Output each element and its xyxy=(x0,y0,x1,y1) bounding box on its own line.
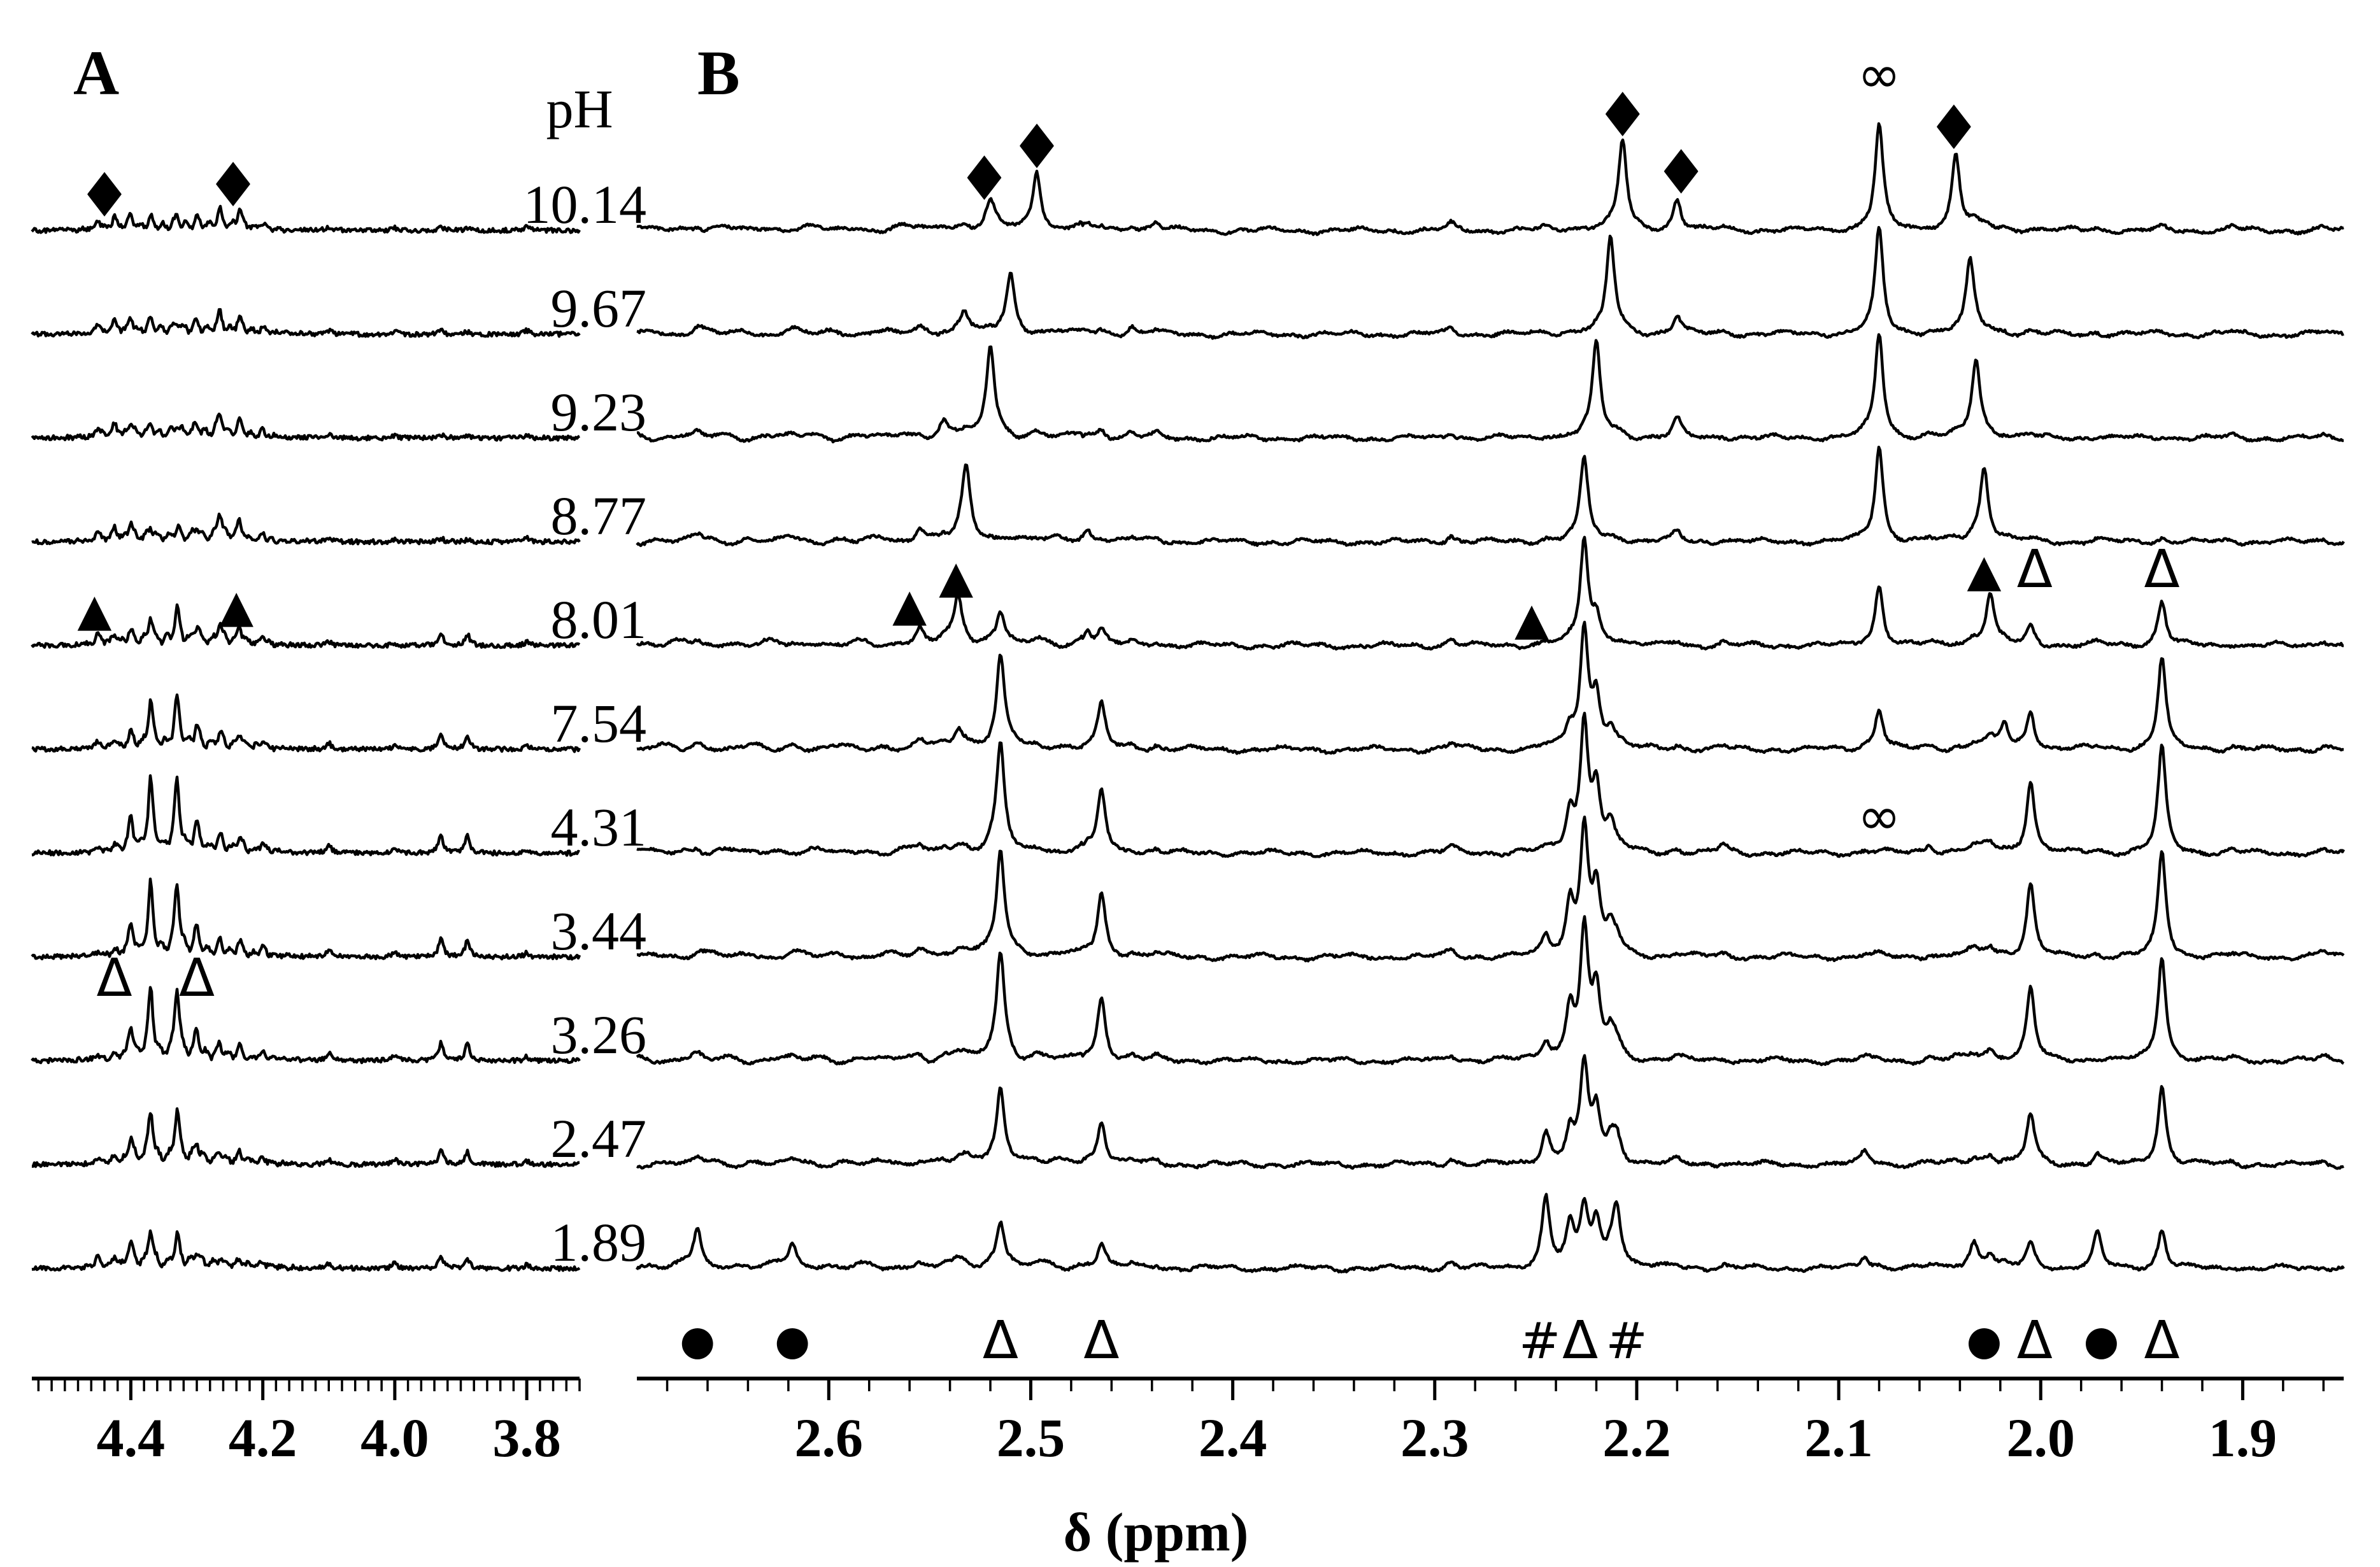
triangle-marker: ▲ xyxy=(1967,544,2002,597)
delta-marker: Δ xyxy=(1083,1310,1119,1371)
ph-label-9.23: 9.23 xyxy=(551,381,647,443)
spectrum-trace-b-ph-9.67 xyxy=(636,225,2344,340)
diamond-marker: ♦ xyxy=(206,150,260,221)
spectrum-trace-a-ph-3.44 xyxy=(31,877,581,961)
tick-label-2.3: 2.3 xyxy=(1400,1407,1469,1468)
spectrum-trace-b-ph-4.31 xyxy=(636,711,2345,858)
tick-label-3.8: 3.8 xyxy=(492,1407,561,1468)
triangle-marker: ▲ xyxy=(1514,593,1549,645)
ph-label-8.01: 8.01 xyxy=(551,589,647,650)
delta-marker: Δ xyxy=(2017,539,2053,600)
ph-label-9.67: 9.67 xyxy=(551,278,647,339)
tick-label-1.9: 1.9 xyxy=(2209,1407,2277,1468)
diamond-marker: ♦ xyxy=(77,160,132,231)
panel-label-b: B xyxy=(697,38,740,108)
delta-marker: Δ xyxy=(2144,1310,2180,1371)
delta-marker: Δ xyxy=(96,948,132,1009)
diamond-marker: ♦ xyxy=(1927,92,1981,164)
panel-label-a: A xyxy=(73,38,119,108)
tick-label-2.2: 2.2 xyxy=(1602,1407,1671,1468)
ph-header: pH xyxy=(546,78,613,139)
delta-marker: Δ xyxy=(2144,539,2180,600)
figure-labels: pH 10.14 9.67 9.23 8.77 8.01 7.54 4.31 3.44 3.26 2… xyxy=(524,78,1249,1563)
spectrum-trace-a-ph-1.89 xyxy=(31,1229,581,1272)
ph-label-3.44: 3.44 xyxy=(551,900,647,961)
spectrum-trace-b-ph-7.54 xyxy=(636,620,2344,755)
delta-marker: Δ xyxy=(983,1310,1018,1371)
spectrum-trace-b-ph-10.14 xyxy=(636,122,2344,236)
infinity-marker: ∞ xyxy=(1857,45,1900,105)
spectrum-trace-a-ph-4.31 xyxy=(31,774,580,857)
delta-marker: Δ xyxy=(2017,1310,2053,1371)
diamond-marker: ♦ xyxy=(1595,80,1650,151)
dot-marker: ● xyxy=(2083,1317,2119,1365)
tick-label-2.6: 2.6 xyxy=(795,1407,864,1468)
spectrum-trace-b-ph-8.77 xyxy=(636,445,2345,548)
spectrum-trace-a-ph-2.47 xyxy=(31,1107,580,1168)
delta-marker: Δ xyxy=(1562,1310,1598,1371)
spectrum-trace-a-ph-10.14 xyxy=(31,204,581,234)
triangle-marker: ▲ xyxy=(219,580,253,632)
triangle-marker: ▲ xyxy=(939,551,973,603)
diamond-marker: ♦ xyxy=(957,143,1011,215)
delta-marker: Δ xyxy=(179,948,215,1009)
panel-a: 4.4 4.2 4.0 3.8 A ♦ ♦ ▲ ▲ Δ Δ xyxy=(31,38,581,1468)
panel-b: 2.6 2.5 2.4 2.3 2.2 2.1 2.0 1.9B♦♦ ♦♦∞♦▲▲▲▲ Δ Δ∞● ●… xyxy=(636,38,2345,1468)
spectrum-trace-b-ph-2.47 xyxy=(636,1054,2344,1170)
hash-marker: # xyxy=(1606,1313,1647,1370)
spectrum-trace-a-ph-9.23 xyxy=(31,412,581,442)
diamond-marker: ♦ xyxy=(1654,137,1709,208)
tick-label-2.4: 2.4 xyxy=(1199,1407,1267,1468)
triangle-marker: ▲ xyxy=(78,584,112,636)
spectrum-trace-a-ph-8.01 xyxy=(31,603,581,649)
spectrum-trace-a-ph-8.77 xyxy=(31,513,581,546)
ph-label-10.14: 10.14 xyxy=(524,174,647,235)
ph-label-4.31: 4.31 xyxy=(551,797,647,858)
spectrum-trace-a-ph-9.67 xyxy=(31,308,581,338)
spectrum-trace-b-ph-9.23 xyxy=(636,333,2344,444)
dot-marker: ● xyxy=(680,1317,715,1365)
diamond-marker: ♦ xyxy=(1009,111,1064,183)
ph-label-3.26: 3.26 xyxy=(551,1004,647,1065)
tick-label-4.0: 4.0 xyxy=(360,1407,429,1468)
tick-label-2.5: 2.5 xyxy=(997,1407,1065,1468)
spectrum-trace-b-ph-1.89 xyxy=(636,1193,2345,1273)
dot-marker: ● xyxy=(1967,1317,2002,1365)
spectrum-trace-a-ph-7.54 xyxy=(31,693,581,753)
ph-label-1.89: 1.89 xyxy=(551,1212,647,1273)
tick-label-2.1: 2.1 xyxy=(1804,1407,1873,1468)
ph-label-8.77: 8.77 xyxy=(551,485,647,546)
tick-label-4.4: 4.4 xyxy=(97,1407,166,1468)
spectrum-trace-b-ph-3.26 xyxy=(636,915,2345,1067)
spectrum-trace-b-ph-8.01 xyxy=(636,535,2344,651)
infinity-marker: ∞ xyxy=(1857,786,1900,847)
ph-label-2.47: 2.47 xyxy=(551,1108,647,1169)
hash-marker: # xyxy=(1519,1313,1560,1370)
dot-marker: ● xyxy=(774,1317,810,1365)
ph-label-7.54: 7.54 xyxy=(551,693,647,754)
tick-label-2.0: 2.0 xyxy=(2007,1407,2076,1468)
spectrum-trace-b-ph-3.44 xyxy=(636,815,2345,963)
tick-label-4.2: 4.2 xyxy=(229,1407,297,1468)
spectrum-trace-a-ph-3.26 xyxy=(31,986,581,1065)
triangle-marker: ▲ xyxy=(892,579,927,631)
x-axis-title: δ (ppm) xyxy=(1064,1501,1249,1563)
